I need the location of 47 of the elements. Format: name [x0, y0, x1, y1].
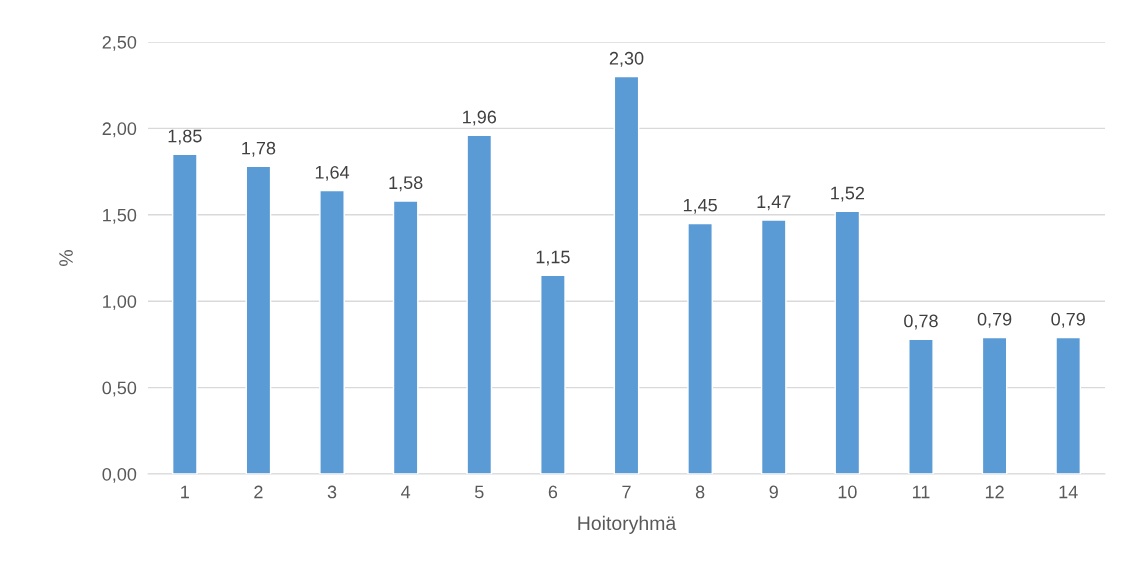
data-label: 1,64	[315, 165, 350, 181]
x-tick-label: 6	[548, 485, 558, 499]
bar	[245, 165, 272, 474]
data-label: 2,30	[609, 51, 644, 67]
x-axis-title: Hoitoryhmä	[578, 515, 677, 534]
y-tick-label: 0,50	[102, 381, 137, 397]
x-tick-label: 1	[181, 485, 189, 499]
bar	[981, 336, 1008, 474]
x-tick-label: 11	[912, 485, 930, 499]
bar	[466, 134, 493, 474]
data-label: 1,78	[242, 141, 276, 157]
y-tick-label: 1,50	[103, 208, 137, 224]
x-tick-label: 9	[769, 485, 778, 499]
bar	[392, 200, 419, 474]
x-tick-label: 2	[254, 485, 263, 499]
x-tick-label: 8	[695, 485, 705, 499]
x-tick-label: 14	[1059, 485, 1078, 499]
data-label: 1,96	[463, 110, 497, 126]
data-label: 1,85	[168, 129, 202, 145]
bar	[171, 153, 198, 474]
x-tick-label: 3	[327, 485, 337, 499]
x-tick-label: 10	[838, 485, 857, 499]
bar	[319, 189, 345, 474]
bar	[540, 274, 566, 474]
x-tick-label: 5	[474, 485, 484, 499]
data-label: 0,78	[904, 314, 938, 330]
bar	[834, 210, 861, 474]
data-label: 1,58	[389, 176, 423, 192]
data-label: 1,45	[683, 198, 717, 214]
data-label: 1,47	[757, 195, 791, 211]
data-label: 0,79	[977, 312, 1012, 328]
bar	[613, 75, 640, 474]
x-tick-label: 4	[401, 485, 411, 499]
y-tick-label: 1,00	[103, 295, 137, 311]
bar	[1055, 336, 1082, 474]
bar	[760, 219, 787, 474]
y-axis-title: %	[59, 250, 73, 266]
y-tick-label: 0,00	[102, 467, 137, 483]
data-label: 1,52	[831, 186, 865, 202]
x-tick-label: 7	[622, 485, 631, 499]
bar	[908, 338, 934, 474]
y-tick-label: 2,00	[102, 122, 137, 138]
x-tick-label: 12	[985, 485, 1004, 499]
y-tick-label: 2,50	[102, 35, 137, 51]
data-label: 1,15	[536, 250, 570, 266]
data-label: 0,79	[1051, 312, 1085, 328]
bar	[687, 222, 713, 474]
